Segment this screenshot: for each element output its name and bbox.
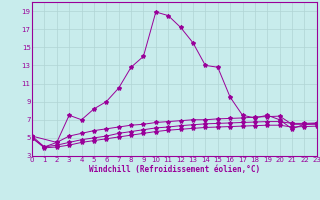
X-axis label: Windchill (Refroidissement éolien,°C): Windchill (Refroidissement éolien,°C): [89, 165, 260, 174]
